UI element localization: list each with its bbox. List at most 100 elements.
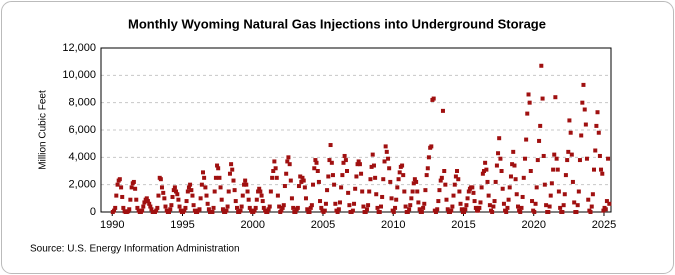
data-point (213, 175, 218, 180)
data-point (396, 177, 401, 182)
data-point (335, 210, 340, 214)
data-point (169, 203, 174, 208)
data-point (499, 169, 504, 173)
data-point (341, 160, 346, 165)
data-point (540, 96, 545, 101)
data-point (129, 185, 134, 190)
y-tick-label: 0 (90, 206, 96, 218)
data-point (352, 201, 357, 206)
data-point (285, 159, 290, 164)
data-point (142, 200, 147, 205)
data-point (171, 188, 176, 193)
data-point (115, 182, 120, 187)
data-point (296, 184, 301, 189)
data-point (141, 204, 146, 209)
data-point (457, 189, 462, 194)
data-point (329, 160, 334, 165)
data-point (183, 205, 188, 210)
data-point (360, 189, 365, 194)
data-point (546, 210, 551, 214)
data-point (496, 151, 501, 156)
x-tick-label: 2005 (311, 219, 335, 231)
data-point (158, 177, 163, 182)
data-point (533, 201, 538, 206)
x-tick-label: 2020 (521, 219, 545, 231)
data-point (271, 169, 276, 173)
data-point (562, 192, 567, 197)
data-point (555, 167, 560, 172)
data-point (233, 199, 238, 204)
data-point (464, 203, 469, 208)
data-point (270, 175, 275, 180)
source-note: Source: U.S. Energy Information Administ… (30, 244, 240, 255)
data-point (438, 178, 443, 183)
data-point (240, 193, 245, 198)
data-point (439, 175, 444, 180)
data-point (487, 203, 492, 208)
data-point (259, 193, 264, 198)
data-point (232, 188, 237, 193)
data-point (422, 201, 427, 206)
data-point (535, 158, 540, 163)
data-point (318, 199, 323, 204)
data-point (288, 178, 293, 183)
data-point (497, 136, 502, 141)
data-point (384, 149, 389, 154)
data-point (580, 100, 585, 105)
data-point (400, 163, 405, 168)
data-point (135, 205, 140, 210)
x-tick-label: 1990 (100, 219, 124, 231)
data-point (216, 166, 221, 171)
data-point (548, 193, 553, 198)
data-point (244, 182, 249, 187)
data-point (604, 199, 609, 204)
data-point (519, 205, 524, 210)
data-point (566, 149, 571, 154)
data-point (307, 210, 312, 214)
data-point (133, 186, 138, 191)
data-point (524, 137, 529, 142)
data-point (242, 182, 247, 187)
data-point (177, 204, 182, 209)
data-point (486, 193, 491, 198)
data-point (293, 210, 298, 214)
data-point (239, 204, 244, 209)
data-point (493, 179, 498, 184)
data-point (258, 189, 263, 194)
data-point (563, 173, 568, 178)
data-point (597, 153, 602, 158)
data-point (528, 169, 533, 173)
data-point (520, 194, 525, 199)
data-point (440, 108, 445, 113)
data-point (391, 210, 396, 214)
data-point (443, 182, 448, 187)
data-point (312, 166, 317, 171)
data-point (144, 196, 149, 201)
data-point (402, 189, 407, 194)
data-point (484, 167, 489, 172)
data-point (565, 158, 570, 163)
data-point (584, 156, 589, 161)
data-point (590, 192, 595, 197)
data-point (340, 173, 345, 178)
data-point (589, 204, 594, 209)
data-point (542, 182, 547, 187)
data-point (302, 185, 307, 190)
data-point (332, 182, 337, 187)
data-point (481, 169, 486, 173)
data-point (389, 196, 394, 201)
y-tick-label: 6,000 (68, 124, 96, 136)
data-point (120, 194, 125, 199)
data-point (127, 207, 132, 212)
data-point (145, 199, 150, 204)
data-point (508, 174, 513, 179)
data-point (387, 166, 392, 171)
data-point (368, 177, 373, 182)
data-point (284, 171, 289, 176)
data-point (525, 111, 530, 116)
data-point (226, 189, 231, 194)
data-point (167, 210, 171, 214)
y-tick-label: 8,000 (68, 97, 96, 109)
data-point (603, 207, 608, 212)
x-tick-label: 2000 (240, 219, 264, 231)
